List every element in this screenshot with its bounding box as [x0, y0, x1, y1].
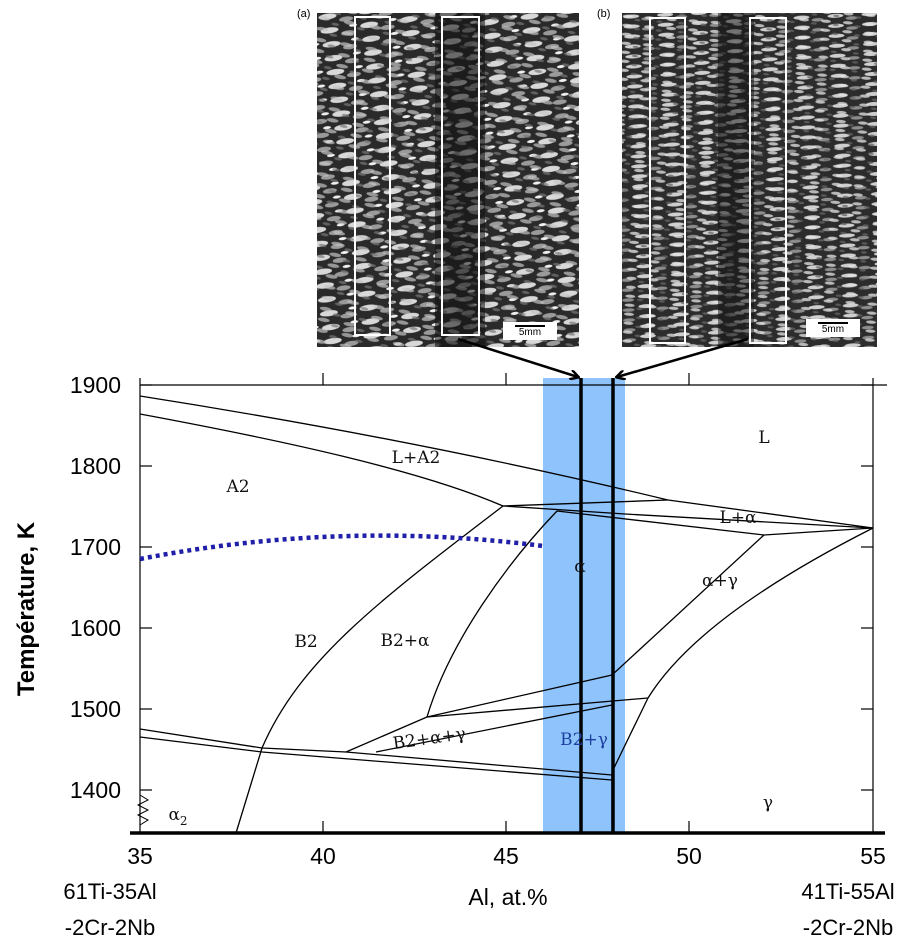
y-tick-label: 1400	[70, 777, 121, 803]
x-tick-label: 50	[676, 843, 702, 869]
arrow-b	[617, 337, 749, 377]
x-axis-title: Al, at.%	[468, 884, 547, 910]
micrograph-a: 5mm	[317, 13, 579, 347]
scale-bar-line	[515, 324, 545, 327]
x-tick-label: 40	[310, 843, 336, 869]
region-label-alpha2: α2	[168, 805, 187, 828]
micrograph-b: 5mm	[622, 13, 877, 347]
region-label-A2: A2	[225, 477, 249, 497]
scale-bar-label: 5mm	[518, 326, 542, 338]
dotted-boundary	[139, 533, 544, 562]
scale-bar-line	[818, 321, 848, 324]
y-tick-label: 1500	[70, 696, 121, 722]
micrograph-b-texture	[622, 13, 877, 347]
y-tick-label: 1900	[70, 372, 121, 398]
axis-break-icon	[136, 794, 150, 826]
arrow-a	[457, 337, 578, 377]
y-tick-label: 1700	[70, 534, 121, 560]
x-tick-label: 45	[493, 843, 519, 869]
right-composition-line1: 41Ti-55Al	[801, 879, 894, 904]
region-label-gamma: γ	[763, 793, 773, 813]
region-label-alpha: α	[574, 557, 586, 577]
region-label-L-A2: L+A2	[392, 448, 441, 468]
panel-label-b: (b)	[597, 8, 611, 20]
scale-bar-b: 5mm	[806, 319, 860, 337]
micrograph-a-texture	[317, 13, 579, 347]
region-label-L-alpha: L+α	[719, 508, 757, 528]
region-label-B2: B2	[294, 632, 317, 652]
y-axis-title: Température, K	[13, 521, 40, 696]
region-label-B2-alpha-gamma: B2+α+γ	[392, 724, 468, 754]
alpha2-subscript: 2	[180, 814, 188, 828]
phase-boundaries	[139, 395, 874, 834]
x-ticks	[322, 373, 690, 833]
right-composition-line2: -2Cr-2Nb	[803, 915, 893, 940]
scale-bar-a: 5mm	[503, 322, 557, 340]
y-tick-label: 1600	[70, 615, 121, 641]
region-label-alpha-gamma: α+γ	[702, 571, 738, 591]
y-tick-label: 1800	[70, 453, 121, 479]
left-composition-line1: 61Ti-35Al	[63, 879, 156, 904]
panel-label-a: (a)	[297, 8, 311, 20]
left-composition-line2: -2Cr-2Nb	[65, 915, 155, 940]
x-tick-label: 55	[860, 843, 886, 869]
y-ticks	[140, 384, 873, 791]
region-label-B2-alpha: B2+α	[380, 631, 430, 651]
region-label-L: L	[758, 428, 769, 448]
alpha2-symbol: α	[168, 805, 180, 825]
region-label-B2-gamma: B2+γ	[560, 730, 608, 750]
scale-bar-label: 5mm	[821, 323, 845, 335]
x-tick-label: 35	[127, 843, 153, 869]
